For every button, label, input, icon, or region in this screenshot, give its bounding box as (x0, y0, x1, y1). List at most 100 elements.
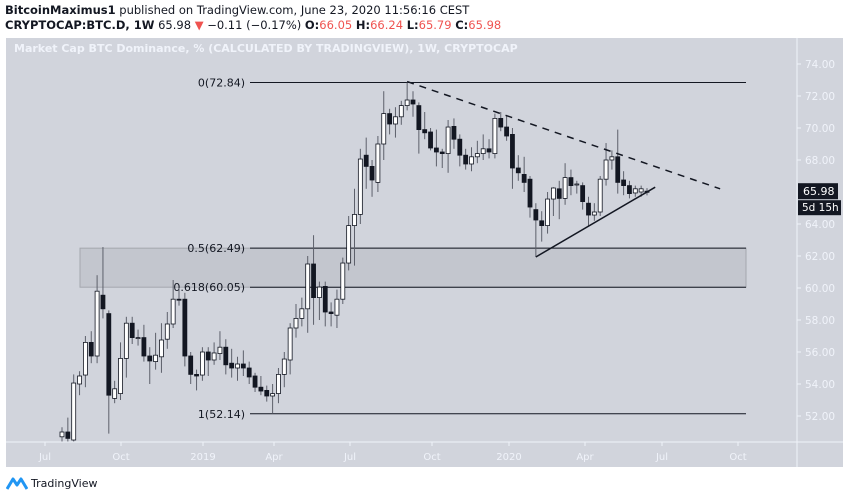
publish-text: published on TradingView.com, June 23, 2… (119, 3, 470, 17)
candle-down (363, 154, 369, 167)
candle-up (235, 363, 240, 369)
candle-down (521, 173, 527, 183)
candle-up (299, 308, 305, 319)
candle-up (562, 177, 568, 199)
time-tick-label: Jul (38, 452, 51, 463)
candle-up (153, 354, 159, 363)
candle-up (287, 327, 293, 361)
candle-up (480, 148, 486, 155)
candle-down (527, 178, 533, 208)
candle-up (492, 118, 498, 155)
candle-down (229, 362, 235, 369)
price-tick-label: 74.00 (805, 59, 835, 71)
time-tick-label: Jul (343, 452, 356, 463)
candle-up (381, 113, 387, 145)
candle-up (574, 183, 580, 186)
candle-down (328, 311, 334, 315)
fib-level-label: 0.618(60.05) (173, 281, 245, 294)
fib-level-label: 1(52.14) (198, 408, 245, 421)
candle-down (176, 298, 182, 301)
candle-up (638, 188, 644, 193)
time-tick-label: 2020 (496, 452, 521, 463)
candle-down (369, 165, 375, 181)
candle-down (65, 431, 71, 439)
support-zone-box (79, 247, 747, 288)
candle-down (410, 99, 416, 105)
candle-down (510, 133, 515, 169)
candle-up (293, 317, 299, 329)
candle-down (457, 138, 463, 156)
candle-up (77, 375, 82, 385)
publish-info: BitcoinMaximus1 published on TradingView… (5, 3, 469, 17)
price-tick-label: 68.00 (805, 155, 835, 167)
candle-up (551, 187, 556, 200)
price-tick-label: 70.00 (805, 123, 835, 135)
candle-down (498, 118, 504, 128)
close-value: 65.98 (468, 18, 502, 32)
price-tick-label: 54.00 (805, 379, 835, 391)
price-tick-label: 56.00 (805, 347, 835, 359)
candle-down (586, 202, 591, 216)
candle-up (545, 198, 550, 226)
candle-down (422, 129, 428, 134)
candle-down (240, 363, 246, 369)
candle-down (188, 355, 194, 375)
last-price-badge (798, 183, 838, 200)
candle-down (205, 351, 211, 361)
ascending-trendline (535, 186, 656, 258)
candle-up (357, 158, 363, 215)
candle-up (59, 431, 65, 438)
candle-up (404, 99, 410, 106)
time-tick-label: Apr (265, 452, 283, 463)
candle-down (580, 185, 586, 203)
price-tick-label: 52.00 (805, 411, 835, 423)
time-tick-label: Oct (729, 452, 746, 463)
candle-up (112, 388, 118, 399)
candle-down (533, 209, 539, 221)
candle-down (106, 313, 112, 396)
symbol-info: CRYPTOCAP:BTC.D, 1W 65.98 ▼ −0.11 (−0.17… (5, 18, 501, 32)
candle-up (632, 188, 638, 194)
candle-down (451, 126, 457, 140)
high-value: 66.24 (370, 18, 404, 32)
time-tick-label: Oct (423, 452, 440, 463)
candle-down (141, 337, 147, 357)
candle-down (568, 177, 574, 187)
candle-up (170, 298, 176, 325)
price-tick-label: 62.00 (805, 251, 835, 263)
candle-up (199, 351, 205, 376)
candle-down (147, 355, 153, 362)
candle-down (264, 389, 270, 397)
candle-up (305, 263, 311, 310)
candle-up (123, 322, 129, 359)
candle-up (281, 358, 287, 375)
price-tick-label: 72.00 (805, 91, 835, 103)
candle-up (316, 286, 322, 299)
fib-level-label: 0(72.84) (198, 77, 245, 90)
price-tick-label: 60.00 (805, 283, 835, 295)
candle-up (164, 323, 170, 340)
price-change: −0.11 (−0.17%) (207, 18, 302, 32)
author-name[interactable]: BitcoinMaximus1 (5, 3, 116, 17)
time-tick-label: Oct (112, 452, 129, 463)
candle-down (311, 263, 316, 298)
candle-down (246, 367, 252, 378)
tradingview-logo-icon (6, 477, 28, 490)
candle-up (83, 341, 88, 376)
candle-up (609, 156, 615, 161)
candle-up (159, 339, 164, 358)
candle-down (627, 185, 632, 195)
candle-up (270, 393, 276, 397)
open-value: 66.05 (319, 18, 353, 32)
countdown-badge (798, 200, 841, 216)
candle-up (71, 382, 77, 441)
candle-down (428, 131, 433, 149)
high-label: H: (355, 18, 371, 32)
candle-down (322, 285, 328, 313)
candle-down (433, 147, 439, 153)
chart-title: Market Cap BTC Dominance, % (CALCULATED … (14, 42, 518, 55)
candle-up (340, 262, 346, 300)
candle-up (469, 156, 474, 165)
candle-up (352, 213, 357, 226)
